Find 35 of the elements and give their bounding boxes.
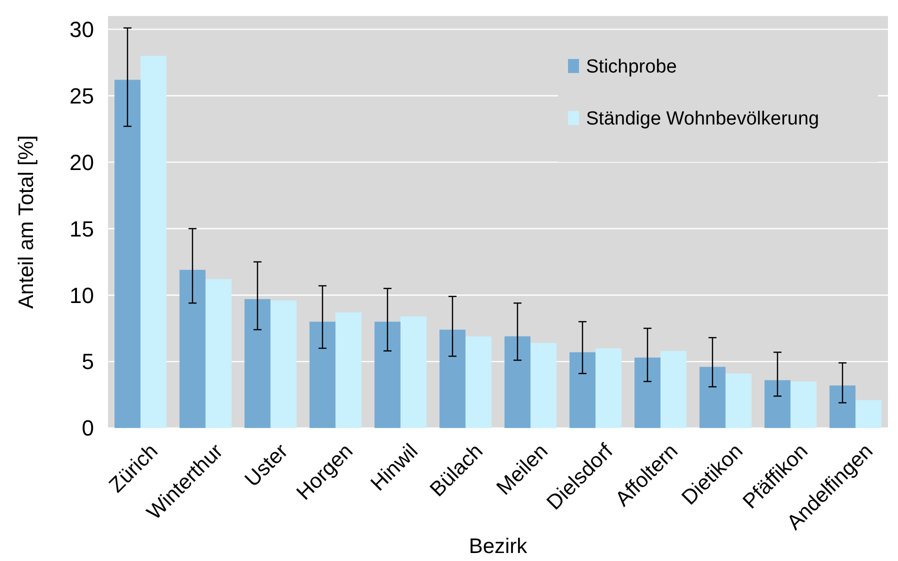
bar — [180, 270, 206, 428]
y-axis-title: Anteil am Total [%] — [15, 135, 38, 309]
bar — [700, 366, 726, 428]
y-tick-label: 15 — [70, 216, 94, 242]
y-tick-label: 5 — [82, 349, 94, 374]
bar — [336, 312, 362, 428]
y-tick-label: 30 — [70, 16, 94, 42]
y-tick-label: 20 — [70, 150, 94, 175]
bar — [440, 330, 466, 428]
bar — [764, 380, 790, 428]
bar — [140, 56, 166, 428]
y-tick-label: 0 — [82, 416, 94, 441]
y-tick-label: 25 — [70, 83, 94, 108]
bar — [466, 336, 492, 428]
bar — [830, 385, 856, 428]
bar — [504, 336, 530, 428]
bar — [634, 358, 660, 428]
bar — [270, 300, 296, 428]
bar — [660, 350, 686, 428]
bar — [206, 279, 232, 428]
y-tick-label: 10 — [70, 282, 94, 308]
legend-label: Ständige Wohnbevölkerung — [586, 108, 820, 130]
bar — [374, 322, 400, 428]
bar — [400, 316, 426, 428]
bar — [790, 381, 816, 428]
bar — [596, 348, 622, 428]
legend-label: Stichprobe — [586, 56, 677, 78]
bar — [856, 400, 882, 428]
bar — [570, 352, 596, 428]
bar — [244, 299, 270, 428]
bar — [114, 80, 140, 428]
bar — [726, 374, 752, 428]
x-axis-title: Bezirk — [468, 535, 528, 558]
bar — [310, 322, 336, 428]
bar — [530, 342, 556, 428]
